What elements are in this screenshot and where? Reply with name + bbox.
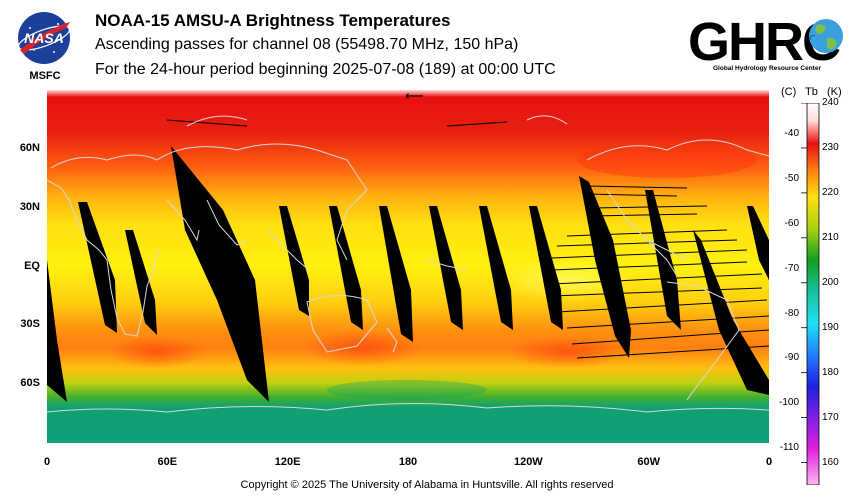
scan-line-streaks xyxy=(166,119,769,359)
longitude-label: 180 xyxy=(398,456,418,468)
colorbar-kelvin-label: 180 xyxy=(822,366,839,378)
coastlines xyxy=(47,115,769,413)
ghrc-logo: GHRC xyxy=(688,12,843,72)
colorbar-celsius-label: -70 xyxy=(784,262,799,274)
colorbar-unit-celsius: (C) xyxy=(781,86,797,98)
colorbar-celsius-label: -50 xyxy=(784,172,799,184)
longitude-label: 0 xyxy=(43,456,51,468)
swath-gap xyxy=(171,146,269,402)
swath-gap xyxy=(479,206,513,330)
colorbar-kelvin-label: 240 xyxy=(822,97,839,108)
colorbar-celsius-label: -80 xyxy=(784,307,799,319)
nasa-meatball-icon: NASA xyxy=(17,12,71,64)
orbit-direction-arrow: ⟵ xyxy=(405,88,424,103)
colorbar-unit-kelvin: (K) xyxy=(827,86,842,98)
colorbar-kelvin-label: 170 xyxy=(822,411,839,423)
brightness-temperature-map xyxy=(47,90,769,443)
swath-gap xyxy=(747,206,769,280)
latitude-label: 60S xyxy=(20,377,40,390)
latitude-label: EQ xyxy=(24,259,40,272)
colorbar-scale xyxy=(806,103,820,485)
colorbar-celsius-label: -100 xyxy=(778,397,799,409)
longitude-label: 0 xyxy=(765,456,773,468)
colorbar-unit-tb: Tb xyxy=(805,86,818,98)
msfc-label: MSFC xyxy=(29,70,61,82)
colorbar-celsius-label: -90 xyxy=(784,352,799,364)
swath-gap xyxy=(645,190,681,330)
longitude-label: 120W xyxy=(513,456,543,468)
swath-gap xyxy=(379,206,413,342)
colorbar-celsius-label: -60 xyxy=(784,217,799,229)
map-subtitle: Ascending passes for channel 08 (55498.7… xyxy=(95,36,519,53)
map-title: NOAA-15 AMSU-A Brightness Temperatures xyxy=(95,11,451,30)
swath-gap xyxy=(125,230,157,335)
colorbar-kelvin-label: 160 xyxy=(822,456,839,468)
no-data-swaths xyxy=(47,146,769,402)
colorbar-kelvin-label: 200 xyxy=(822,276,839,288)
longitude-label: 120E xyxy=(274,456,301,468)
swath-gap xyxy=(579,176,631,358)
latitude-label: 60N xyxy=(19,141,40,154)
longitude-label: 60W xyxy=(637,456,660,468)
swath-gap xyxy=(47,260,67,402)
colorbar-kelvin-label: 210 xyxy=(822,231,839,243)
time-period: For the 24-hour period beginning 2025-07… xyxy=(95,61,556,78)
colorbar-kelvin-label: 220 xyxy=(822,186,839,198)
swath-gap xyxy=(529,206,563,330)
swath-gap xyxy=(693,230,769,395)
colorbar-kelvin-label: 190 xyxy=(822,321,839,333)
longitude-label: 60E xyxy=(157,456,178,468)
latitude-label: 30S xyxy=(20,318,40,331)
colorbar-celsius-label: -40 xyxy=(784,127,799,139)
swath-gap xyxy=(78,202,117,333)
colorbar-celsius-label: -110 xyxy=(779,442,799,454)
colorbar xyxy=(801,103,820,485)
copyright-notice: Copyright © 2025 The University of Alaba… xyxy=(240,479,614,491)
colorbar-kelvin-label: 230 xyxy=(822,141,839,153)
latitude-label: 30N xyxy=(19,200,40,213)
swath-gap xyxy=(279,206,309,316)
nasa-logo-text: NASA xyxy=(24,30,64,46)
ghrc-subtitle: Global Hydrology Resource Center xyxy=(713,65,821,72)
globe-icon xyxy=(809,19,843,53)
swath-gap xyxy=(429,206,463,330)
